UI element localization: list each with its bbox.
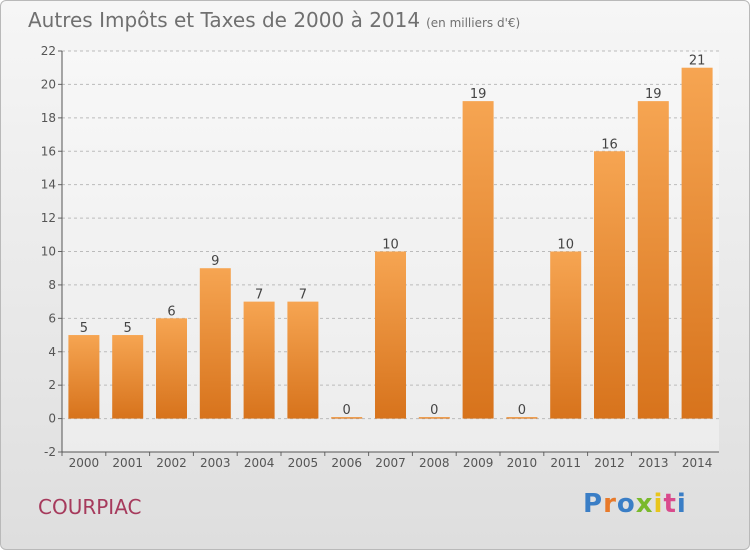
logo-letter: t bbox=[663, 489, 677, 519]
x-tick-label: 2002 bbox=[156, 456, 187, 470]
bar bbox=[594, 151, 625, 419]
data-label: 10 bbox=[557, 238, 574, 253]
data-label: 0 bbox=[343, 403, 351, 418]
bar bbox=[199, 268, 231, 419]
y-tick-label: 16 bbox=[41, 144, 56, 158]
x-tick-label: 2008 bbox=[419, 456, 450, 470]
x-tick-label: 2013 bbox=[638, 456, 669, 470]
data-label: 0 bbox=[518, 403, 526, 418]
proxiti-logo: Proxiti bbox=[583, 489, 687, 519]
y-tick-label: 6 bbox=[48, 311, 56, 325]
logo-letter: i bbox=[676, 489, 687, 519]
y-tick-label: 14 bbox=[41, 178, 56, 192]
y-tick-label: 20 bbox=[41, 77, 56, 91]
x-tick-label: 2000 bbox=[69, 456, 100, 470]
data-label: 19 bbox=[470, 87, 487, 102]
y-tick-label: 10 bbox=[41, 245, 56, 259]
data-label: 5 bbox=[80, 321, 88, 336]
chart-title: Autres Impôts et Taxes de 2000 à 2014 (en… bbox=[28, 8, 520, 32]
x-tick-label: 2009 bbox=[463, 456, 494, 470]
bar bbox=[681, 67, 713, 419]
data-label: 7 bbox=[299, 288, 307, 303]
bar bbox=[68, 335, 100, 419]
logo-letter: o bbox=[616, 489, 636, 519]
bar bbox=[375, 251, 406, 419]
y-tick-label: 22 bbox=[41, 44, 56, 58]
logo-letter: x bbox=[635, 489, 654, 519]
bar bbox=[462, 101, 494, 419]
bar bbox=[637, 101, 669, 419]
data-label: 7 bbox=[255, 288, 263, 303]
data-label: 10 bbox=[382, 238, 399, 253]
chart-title-unit: (en milliers d'€) bbox=[426, 16, 521, 30]
x-tick-label: 2006 bbox=[331, 456, 362, 470]
bar bbox=[112, 335, 144, 419]
data-label: 21 bbox=[689, 54, 706, 69]
x-tick-label: 2007 bbox=[375, 456, 406, 470]
bar bbox=[287, 301, 319, 419]
y-tick-label: 0 bbox=[48, 412, 56, 426]
x-tick-label: 2003 bbox=[200, 456, 231, 470]
data-label: 5 bbox=[124, 321, 132, 336]
data-label: 9 bbox=[211, 254, 219, 269]
x-tick-label: 2014 bbox=[682, 456, 713, 470]
x-tick-label: 2011 bbox=[550, 456, 581, 470]
y-tick-label: 4 bbox=[48, 345, 56, 359]
logo-letter: r bbox=[603, 489, 617, 519]
y-tick-label: -2 bbox=[44, 445, 56, 459]
x-tick-label: 2010 bbox=[507, 456, 538, 470]
data-label: 0 bbox=[430, 403, 438, 418]
x-tick-label: 2001 bbox=[112, 456, 143, 470]
x-tick-label: 2004 bbox=[244, 456, 275, 470]
data-label: 16 bbox=[601, 137, 618, 152]
commune-name: COURPIAC bbox=[38, 495, 142, 519]
y-tick-label: 12 bbox=[41, 211, 56, 225]
x-tick-label: 2012 bbox=[594, 456, 625, 470]
x-tick-label: 2005 bbox=[288, 456, 319, 470]
bar bbox=[156, 318, 187, 419]
logo-letter: P bbox=[583, 489, 604, 519]
bar bbox=[243, 301, 275, 419]
y-tick-label: 2 bbox=[48, 378, 56, 392]
bar bbox=[506, 417, 538, 419]
chart-title-main: Autres Impôts et Taxes de 2000 à 2014 bbox=[28, 8, 421, 32]
bar bbox=[418, 417, 450, 419]
logo-letter: i bbox=[653, 489, 664, 519]
data-label: 19 bbox=[645, 87, 662, 102]
bar bbox=[550, 251, 582, 419]
y-tick-label: 8 bbox=[48, 278, 56, 292]
y-tick-label: 18 bbox=[41, 111, 56, 125]
data-label: 6 bbox=[167, 304, 175, 319]
bar bbox=[331, 417, 363, 419]
